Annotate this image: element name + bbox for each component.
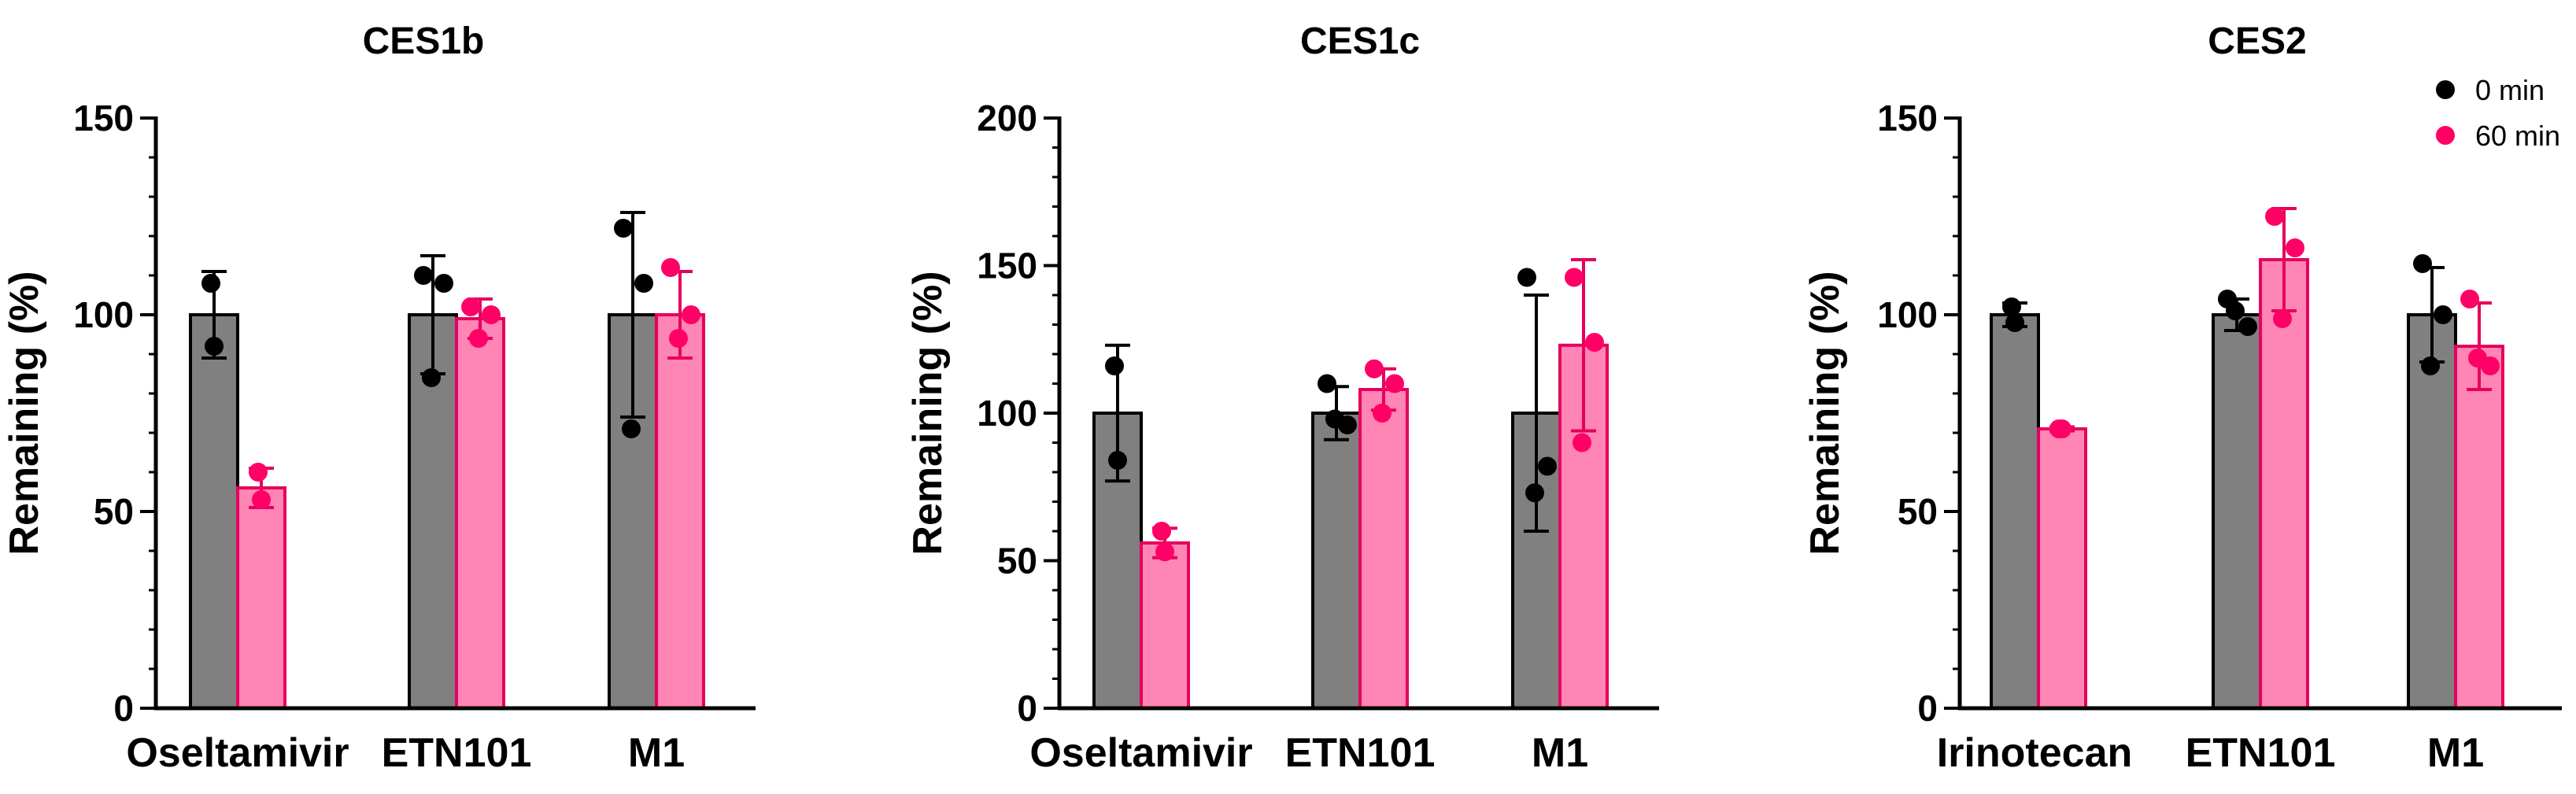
data-point (661, 258, 680, 277)
bar-60min-etn101 (455, 317, 505, 710)
data-point (1525, 483, 1544, 503)
data-point (2226, 301, 2245, 320)
data-point (1365, 359, 1384, 379)
data-point (2265, 207, 2284, 226)
bar-0min-oseltamivir (189, 313, 239, 710)
x-tick-label: Oseltamivir (126, 730, 349, 776)
chart-title: CES2 (2208, 20, 2306, 62)
data-point (1517, 268, 1536, 287)
y-axis-label: Remaining (%) (905, 271, 951, 555)
chart-panel-ces1c: CES1c Remaining (%) 0 50 100 150 200 Oseltamivi… (905, 20, 1659, 776)
data-point (1152, 522, 1171, 541)
data-point (482, 305, 501, 324)
data-point (1585, 333, 1604, 352)
data-point (2468, 349, 2487, 367)
data-point (634, 274, 653, 293)
data-point (2053, 419, 2072, 438)
data-point (1105, 356, 1124, 375)
data-point (1373, 404, 1391, 423)
y-tick-label: 0 (1017, 688, 1037, 729)
data-point (1573, 433, 1591, 452)
data-point (205, 337, 224, 356)
legend-label: 0 min (2475, 74, 2545, 106)
y-tick-label: 0 (113, 688, 134, 729)
data-point (1155, 542, 1174, 562)
bar-60min-m1 (655, 313, 705, 710)
y-tick-label: 100 (1877, 294, 1938, 335)
data-point (2413, 254, 2432, 273)
bar-60min-oseltamivir (1140, 541, 1190, 710)
x-tick-label: ETN101 (2186, 730, 2336, 776)
x-tick-label: M1 (628, 730, 685, 776)
chart-panel-ces2: CES2 Remaining (%) 0 50 100 150 Irinotecan ETN1… (1802, 20, 2562, 776)
data-point (2273, 309, 2292, 328)
data-point (201, 274, 220, 293)
data-point (469, 329, 488, 348)
data-point (614, 219, 633, 238)
data-point (1108, 451, 1127, 470)
bar-60min-m1 (2454, 345, 2504, 710)
bar-0min-etn101 (1311, 412, 1362, 710)
data-point (2460, 290, 2479, 308)
y-tick-label: 100 (977, 393, 1037, 434)
x-tick-label: Irinotecan (1937, 730, 2133, 776)
data-point (682, 305, 700, 324)
data-point (622, 419, 641, 438)
legend-marker-60min (2436, 126, 2455, 145)
y-tick-label: 150 (977, 246, 1037, 286)
data-point (2286, 238, 2304, 257)
data-point (1385, 374, 1404, 393)
data-point (252, 490, 271, 509)
x-tick-label: ETN101 (382, 730, 532, 776)
data-point (1565, 268, 1584, 287)
bar-60min-etn101 (1358, 388, 1409, 710)
data-point (2238, 317, 2257, 336)
x-tick-label: ETN101 (1285, 730, 1436, 776)
y-tick-label: 50 (94, 491, 134, 532)
data-point (414, 266, 433, 285)
x-tick-label: Oseltamivir (1029, 730, 1252, 776)
data-point (669, 329, 688, 348)
bar-60min-irinotecan (2037, 427, 2087, 710)
data-point (461, 297, 480, 316)
y-tick-label: 50 (997, 541, 1037, 582)
data-point (2421, 356, 2440, 375)
chart-panel-ces1b: CES1b Remaining (%) 0 50 100 150 Oseltamivir ET… (2, 20, 756, 776)
y-tick-label: 200 (977, 98, 1037, 138)
bar-60min-oseltamivir (236, 486, 286, 710)
bar-0min-etn101 (2212, 313, 2262, 710)
legend: 0 min 60 min (2436, 74, 2560, 152)
y-tick-label: 100 (73, 294, 134, 335)
data-point (1318, 374, 1336, 393)
y-axis-label: Remaining (%) (1802, 271, 1848, 555)
data-point (2005, 313, 2024, 332)
chart-title: CES1b (363, 20, 485, 62)
data-point (1325, 409, 1344, 429)
data-point (1538, 456, 1557, 476)
data-point (434, 274, 453, 293)
data-point (2434, 305, 2452, 324)
x-tick-label: M1 (2427, 730, 2484, 776)
legend-label: 60 min (2475, 120, 2560, 152)
data-point (2002, 297, 2021, 316)
y-tick-label: 50 (1898, 491, 1938, 532)
y-axis-label: Remaining (%) (2, 271, 47, 555)
data-point (422, 368, 441, 387)
legend-marker-0min (2436, 80, 2455, 99)
y-tick-label: 150 (73, 98, 134, 138)
bar-0min-irinotecan (1990, 313, 2040, 710)
y-tick-label: 150 (1877, 98, 1938, 138)
x-tick-label: M1 (1532, 730, 1588, 776)
data-point (249, 463, 268, 482)
y-tick-label: 0 (1917, 688, 1938, 729)
chart-title: CES1c (1300, 20, 1420, 62)
